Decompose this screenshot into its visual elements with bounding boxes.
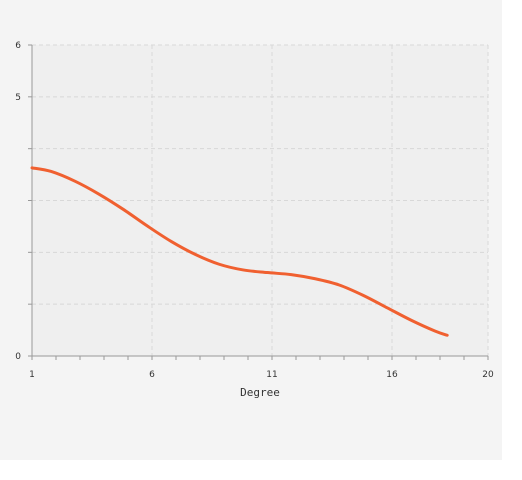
y-tick-label: 6 bbox=[15, 41, 21, 51]
x-tick-label: 20 bbox=[482, 370, 494, 380]
x-tick-label: 1 bbox=[29, 370, 35, 380]
series-layer bbox=[30, 166, 449, 337]
y-tick-label: 0 bbox=[15, 352, 21, 362]
x-axis-label: Degree bbox=[240, 386, 280, 399]
chart-panel: 1 6 11 16 20 0 5 6 Degree bbox=[0, 0, 502, 460]
series-line bbox=[30, 166, 449, 337]
x-tick-label: 16 bbox=[386, 370, 398, 380]
x-tick-label: 6 bbox=[149, 370, 155, 380]
y-tick-label: 5 bbox=[15, 93, 21, 103]
x-tick-label: 11 bbox=[266, 370, 277, 380]
